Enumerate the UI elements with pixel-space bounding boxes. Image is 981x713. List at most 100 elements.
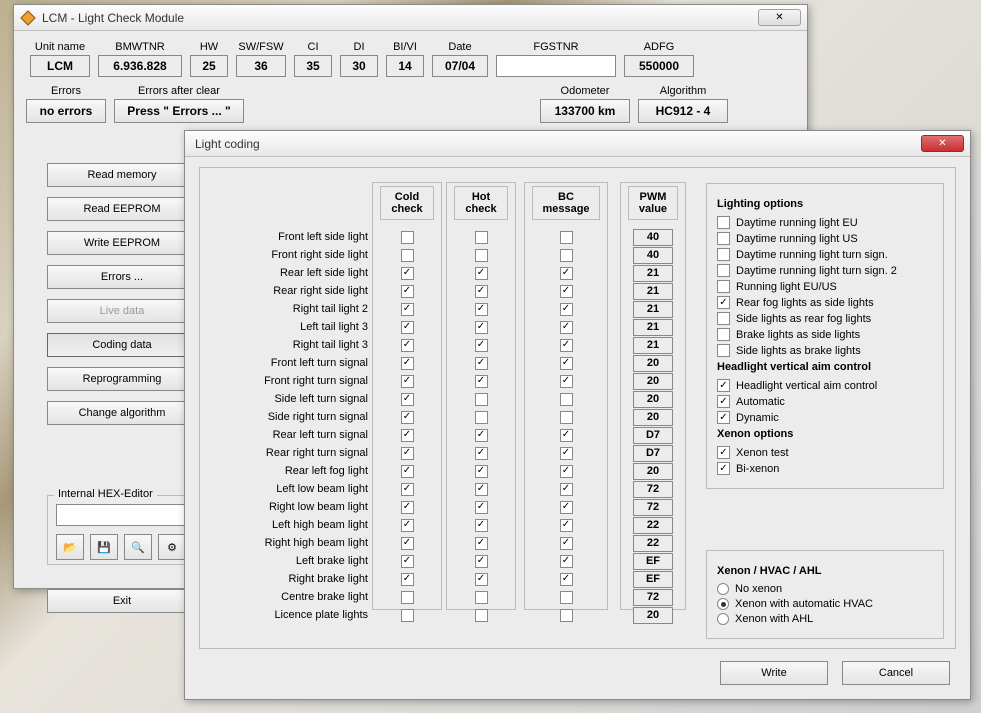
checkbox-bc[interactable]: ✓ (560, 465, 573, 478)
checkbox[interactable]: ✓ (717, 446, 730, 459)
checkbox-hot[interactable]: ✓ (475, 375, 488, 388)
checkbox-hot[interactable]: ✓ (475, 429, 488, 442)
checkbox-cold[interactable]: ✓ (401, 555, 414, 568)
checkbox-bc[interactable] (560, 591, 573, 604)
checkbox-hot[interactable] (475, 609, 488, 622)
checkbox-hot[interactable]: ✓ (475, 447, 488, 460)
checkbox-hot[interactable]: ✓ (475, 537, 488, 550)
pwm-value[interactable]: 20 (633, 373, 673, 390)
checkbox-hot[interactable]: ✓ (475, 519, 488, 532)
checkbox-bc[interactable]: ✓ (560, 573, 573, 586)
checkbox-hot[interactable]: ✓ (475, 321, 488, 334)
checkbox[interactable]: ✓ (717, 411, 730, 424)
pwm-value[interactable]: 21 (633, 265, 673, 282)
checkbox-hot[interactable]: ✓ (475, 303, 488, 316)
checkbox-bc[interactable]: ✓ (560, 339, 573, 352)
checkbox-cold[interactable]: ✓ (401, 465, 414, 478)
pwm-value[interactable]: 21 (633, 283, 673, 300)
checkbox-hot[interactable]: ✓ (475, 357, 488, 370)
checkbox-cold[interactable] (401, 231, 414, 244)
checkbox-cold[interactable]: ✓ (401, 483, 414, 496)
hex-icon-1[interactable]: 💾 (90, 534, 118, 560)
exit-button[interactable]: Exit (47, 589, 197, 613)
checkbox[interactable] (717, 216, 730, 229)
checkbox-cold[interactable]: ✓ (401, 393, 414, 406)
checkbox-bc[interactable]: ✓ (560, 537, 573, 550)
dialog-close-button[interactable]: ✕ (921, 135, 964, 152)
checkbox-bc[interactable]: ✓ (560, 321, 573, 334)
radio[interactable] (717, 583, 729, 595)
pwm-value[interactable]: 20 (633, 355, 673, 372)
checkbox[interactable]: ✓ (717, 395, 730, 408)
row2-value-errors[interactable]: no errors (26, 99, 106, 123)
checkbox[interactable] (717, 344, 730, 357)
checkbox[interactable]: ✓ (717, 462, 730, 475)
checkbox-cold[interactable]: ✓ (401, 267, 414, 280)
checkbox-cold[interactable]: ✓ (401, 411, 414, 424)
checkbox-cold[interactable]: ✓ (401, 321, 414, 334)
hex-icon-2[interactable]: 🔍 (124, 534, 152, 560)
checkbox-bc[interactable]: ✓ (560, 555, 573, 568)
pwm-value[interactable]: 72 (633, 481, 673, 498)
checkbox-hot[interactable] (475, 411, 488, 424)
checkbox[interactable] (717, 264, 730, 277)
hex-icon-0[interactable]: 📂 (56, 534, 84, 560)
row2-value-algorithm[interactable]: HC912 - 4 (638, 99, 728, 123)
hex-icon-3[interactable]: ⚙ (158, 534, 186, 560)
checkbox-bc[interactable]: ✓ (560, 429, 573, 442)
checkbox-bc[interactable]: ✓ (560, 375, 573, 388)
checkbox-bc[interactable]: ✓ (560, 303, 573, 316)
pwm-value[interactable]: 21 (633, 319, 673, 336)
checkbox-cold[interactable]: ✓ (401, 537, 414, 550)
checkbox-cold[interactable]: ✓ (401, 285, 414, 298)
pwm-value[interactable]: 22 (633, 535, 673, 552)
pwm-value[interactable]: D7 (633, 427, 673, 444)
checkbox[interactable] (717, 232, 730, 245)
checkbox-hot[interactable]: ✓ (475, 555, 488, 568)
checkbox[interactable] (717, 312, 730, 325)
hex-editor-input[interactable] (56, 504, 190, 526)
checkbox-cold[interactable] (401, 609, 414, 622)
checkbox-hot[interactable]: ✓ (475, 501, 488, 514)
dialog-titlebar[interactable]: Light coding ✕ (185, 131, 970, 157)
checkbox-cold[interactable]: ✓ (401, 447, 414, 460)
checkbox-hot[interactable]: ✓ (475, 573, 488, 586)
checkbox-hot[interactable] (475, 249, 488, 262)
checkbox-bc[interactable]: ✓ (560, 285, 573, 298)
checkbox-cold[interactable]: ✓ (401, 429, 414, 442)
checkbox[interactable] (717, 248, 730, 261)
row2-value-odometer[interactable]: 133700 km (540, 99, 630, 123)
checkbox-bc[interactable]: ✓ (560, 501, 573, 514)
sidebar-button-read-eeprom[interactable]: Read EEPROM (47, 197, 197, 221)
checkbox-cold[interactable]: ✓ (401, 357, 414, 370)
pwm-value[interactable]: 21 (633, 337, 673, 354)
checkbox-cold[interactable]: ✓ (401, 501, 414, 514)
checkbox-cold[interactable]: ✓ (401, 519, 414, 532)
sidebar-button-coding-data[interactable]: Coding data (47, 333, 197, 357)
write-button[interactable]: Write (720, 661, 828, 685)
pwm-value[interactable]: EF (633, 571, 673, 588)
checkbox-cold[interactable]: ✓ (401, 303, 414, 316)
pwm-value[interactable]: 40 (633, 247, 673, 264)
sidebar-button-read-memory[interactable]: Read memory (47, 163, 197, 187)
sidebar-button-write-eeprom[interactable]: Write EEPROM (47, 231, 197, 255)
checkbox-hot[interactable]: ✓ (475, 339, 488, 352)
checkbox-hot[interactable] (475, 591, 488, 604)
pwm-value[interactable]: 20 (633, 391, 673, 408)
pwm-value[interactable]: 20 (633, 607, 673, 624)
checkbox[interactable]: ✓ (717, 296, 730, 309)
pwm-value[interactable]: 72 (633, 499, 673, 516)
checkbox[interactable] (717, 280, 730, 293)
pwm-value[interactable]: 40 (633, 229, 673, 246)
sidebar-button-change-algorithm[interactable]: Change algorithm (47, 401, 197, 425)
checkbox[interactable]: ✓ (717, 379, 730, 392)
info-value-fgstnr[interactable] (496, 55, 616, 77)
sidebar-button-errors-[interactable]: Errors ... (47, 265, 197, 289)
checkbox-bc[interactable]: ✓ (560, 357, 573, 370)
checkbox[interactable] (717, 328, 730, 341)
checkbox-bc[interactable] (560, 231, 573, 244)
sidebar-button-reprogramming[interactable]: Reprogramming (47, 367, 197, 391)
checkbox-hot[interactable] (475, 231, 488, 244)
radio[interactable] (717, 613, 729, 625)
pwm-value[interactable]: 21 (633, 301, 673, 318)
